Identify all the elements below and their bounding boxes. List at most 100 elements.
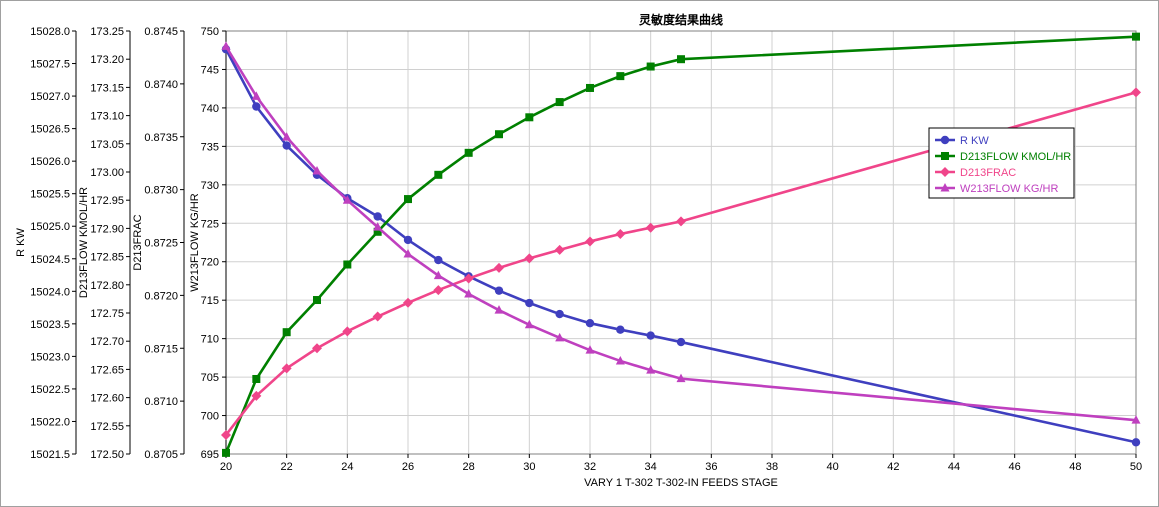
w213flow-tick-label: 750 (201, 26, 219, 38)
d213flow-tick-label: 173.25 (90, 26, 124, 38)
w213flow-tick-label: 725 (201, 218, 219, 230)
data-point-d213frac (615, 229, 626, 240)
d213flow-tick-label: 173.05 (90, 139, 124, 151)
series-w213flow-kg-hr (221, 41, 1141, 424)
legend-label-r-kw: R KW (960, 135, 989, 147)
w213flow-tick-label: 720 (201, 257, 219, 269)
legend-marker-d213frac (940, 167, 950, 177)
d213frac-tick-label: 0.8730 (144, 185, 178, 197)
x-tick-label: 40 (827, 461, 839, 473)
data-point-d213flow-kmol-hr (343, 260, 352, 269)
x-tick-label: 22 (281, 461, 293, 473)
data-point-d213frac (494, 262, 504, 273)
chart-title: 灵敏度结果曲线 (639, 12, 723, 27)
data-point-d213flow-kmol-hr (677, 55, 685, 64)
d213flow-tick-label: 173.20 (90, 54, 124, 66)
d213flow-tick-label: 172.50 (90, 449, 124, 461)
x-tick-label: 48 (1069, 461, 1081, 473)
data-point-d213flow-kmol-hr (646, 62, 655, 71)
w213flow-tick-label: 705 (201, 372, 219, 384)
data-point-d213frac (676, 216, 686, 227)
r-tick-label: 15022.0 (30, 416, 70, 428)
r-tick-label: 15023.0 (30, 351, 70, 363)
data-point-w213flow-kg-hr (524, 319, 534, 329)
d213frac-tick-label: 0.8725 (144, 238, 178, 250)
data-point-d213flow-kmol-hr (525, 113, 534, 122)
d213flow-tick-label: 173.10 (90, 111, 124, 123)
x-tick-label: 28 (463, 461, 475, 473)
x-tick-label: 32 (584, 461, 596, 473)
data-point-w213flow-kg-hr (1131, 415, 1141, 424)
data-point-w213flow-kg-hr (282, 132, 292, 141)
x-tick-label: 46 (1009, 461, 1021, 473)
data-point-w213flow-kg-hr (251, 91, 261, 100)
data-point-d213flow-kmol-hr (616, 72, 625, 81)
x-tick-label: 38 (766, 461, 778, 473)
d213flow-tick-label: 172.65 (90, 364, 124, 376)
series-d213flow-kmol-hr (222, 32, 1140, 457)
series-d213frac (221, 87, 1141, 440)
d213flow-tick-label: 172.80 (90, 280, 124, 292)
data-point-d213frac (645, 222, 656, 233)
data-point-r-kw (646, 331, 655, 340)
d213frac-tick-label: 0.8720 (144, 290, 178, 302)
x-tick-label: 42 (887, 461, 899, 473)
w213flow-tick-label: 745 (201, 64, 219, 76)
legend-label-d213flow-kmol-hr: D213FLOW KMOL/HR (960, 151, 1071, 163)
data-point-d213flow-kmol-hr (434, 170, 443, 179)
w213flow-tick-label: 730 (201, 180, 219, 192)
d213frac-tick-label: 0.8705 (144, 449, 178, 461)
data-point-r-kw (434, 255, 443, 265)
series-group (221, 32, 1141, 457)
r-tick-label: 15026.0 (30, 156, 70, 168)
data-point-r-kw (585, 318, 595, 328)
data-point-d213frac (1131, 87, 1141, 98)
data-point-w213flow-kg-hr (676, 373, 686, 383)
data-point-d213frac (312, 343, 322, 354)
data-point-d213flow-kmol-hr (282, 328, 291, 337)
data-point-d213flow-kmol-hr (464, 148, 473, 157)
data-point-w213flow-kg-hr (646, 365, 656, 374)
data-point-d213flow-kmol-hr (555, 98, 564, 107)
d213flow-tick-label: 172.95 (90, 195, 124, 207)
d213frac-tick-label: 0.8715 (144, 343, 178, 355)
r-tick-label: 15024.0 (30, 286, 70, 298)
legend: R KW D213FLOW KMOL/HR D213FRAC W213FLOW KG/… (928, 127, 1075, 199)
data-point-d213flow-kmol-hr (1132, 32, 1140, 41)
d213frac-axis-title: D213FRAC (132, 214, 144, 270)
r-tick-label: 15024.5 (30, 254, 70, 266)
data-point-w213flow-kg-hr (494, 305, 504, 314)
data-point-w213flow-kg-hr (403, 249, 413, 258)
data-point-d213frac (524, 253, 535, 264)
data-point-r-kw (616, 325, 625, 334)
data-point-d213flow-kmol-hr (313, 296, 321, 305)
d213flow-tick-label: 172.55 (90, 421, 124, 433)
legend-marker-r-kw (940, 135, 950, 145)
data-point-r-kw (676, 337, 686, 347)
data-point-r-kw (555, 309, 564, 319)
x-tick-label: 50 (1130, 461, 1142, 473)
data-point-d213flow-kmol-hr (252, 374, 261, 383)
data-point-r-kw (403, 235, 413, 245)
w213flow-tick-label: 695 (201, 449, 219, 461)
w213flow-tick-label: 700 (201, 411, 219, 423)
d213flow-tick-label: 172.75 (90, 308, 124, 320)
axes: 20 22 24 26 28 30 32 34 36 38 40 42 44 46 48 50 15021.5 1… (15, 26, 1142, 473)
r-tick-label: 15028.0 (30, 26, 70, 38)
d213flow-tick-label: 173.15 (90, 82, 124, 94)
w213flow-tick-label: 740 (201, 103, 219, 115)
legend-marker-w213flow-kg-hr (940, 183, 950, 192)
d213flow-tick-label: 172.90 (90, 223, 124, 235)
data-point-d213frac (585, 236, 595, 247)
plot-area (226, 31, 1136, 454)
r-tick-label: 15025.5 (30, 189, 70, 201)
data-point-d213flow-kmol-hr (586, 83, 594, 92)
r-tick-label: 15027.0 (30, 91, 70, 103)
data-point-r-kw (282, 141, 291, 150)
data-point-r-kw (373, 212, 382, 221)
data-point-w213flow-kg-hr (464, 289, 474, 298)
x-axis-label: VARY 1 T-302 T-302-IN FEEDS STAGE (584, 477, 778, 489)
legend-label-w213flow-kg-hr: W213FLOW KG/HR (960, 183, 1058, 195)
data-point-d213frac (554, 244, 565, 255)
